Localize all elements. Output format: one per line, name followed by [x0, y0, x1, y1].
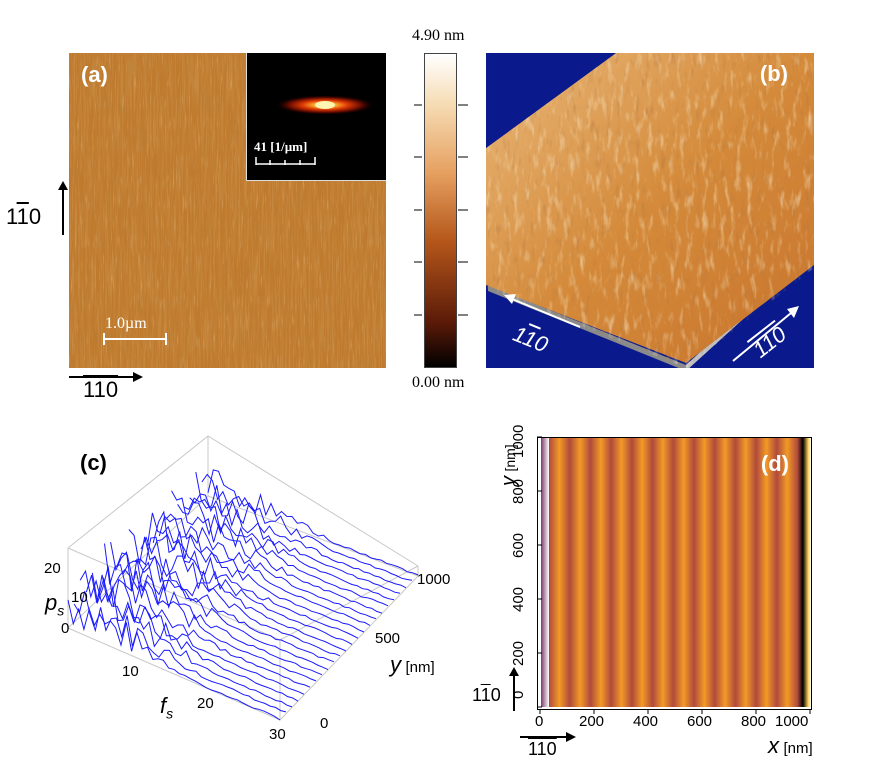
- d-y-axis-label: y [nm]: [498, 444, 521, 486]
- p-tick-20: 20: [44, 560, 61, 577]
- axis-vertical-label-a: 110: [6, 204, 42, 229]
- d-y-tick-200: 200: [510, 640, 527, 666]
- axis-horizontal-label-a: 110: [83, 377, 119, 402]
- d-x-tick-400: 400: [633, 713, 659, 730]
- spectrum-line: [183, 497, 395, 601]
- panel-c: (c) ps 20 10 0 10 20 30 fs 1000 500 0 y …: [40, 430, 460, 760]
- panel-d-plot: (d): [537, 437, 812, 710]
- f-tick-10: 10: [122, 663, 139, 680]
- panel-b: (b) 110 110 110: [486, 53, 814, 368]
- arrow-right-icon: [69, 372, 143, 382]
- d-y-tick-600: 600: [510, 532, 527, 558]
- inset-scale-bar: [255, 157, 316, 165]
- colorbar-ticks: [414, 104, 468, 316]
- p-tick-0: 0: [61, 620, 70, 637]
- panel-a: 41 [1/µm] (a) 1.0µm: [69, 53, 386, 368]
- spectrum-line: [171, 490, 383, 614]
- fft-inset: 41 [1/µm]: [246, 53, 386, 181]
- panel-d-label: (d): [760, 451, 789, 476]
- p-axis-main: p: [45, 590, 58, 615]
- arrow-up-icon: [509, 667, 519, 711]
- d-x-tick-200: 200: [579, 713, 605, 730]
- p-axis-sub: s: [57, 602, 65, 619]
- spectrum-line: [158, 515, 371, 626]
- spectrum-line: [177, 502, 389, 607]
- y-axis-unit-c: [nm]: [405, 659, 435, 676]
- scale-bar-label: 1.0µm: [105, 315, 147, 332]
- colorbar-max-label: 4.90 nm: [412, 27, 465, 44]
- d-y-tick-400: 400: [510, 586, 527, 612]
- d-y-axis-main: y: [498, 476, 520, 486]
- f-axis-label: fs: [160, 693, 173, 721]
- waterfall-series: [67, 469, 419, 721]
- arrow-up-icon: [58, 181, 68, 235]
- arrow-right-icon: [520, 732, 576, 742]
- f-axis-main: f: [160, 693, 167, 718]
- bar-digit: 1: [16, 204, 29, 229]
- spectrum-line: [152, 510, 365, 633]
- spectrum-line: [134, 536, 347, 652]
- waterfall-plot: [67, 435, 419, 721]
- inset-scale-label: 41 [1/µm]: [254, 139, 308, 154]
- bar-digit: 1: [480, 685, 491, 705]
- d-x-tick-1000: 1000: [775, 713, 809, 730]
- spectrum-line: [104, 543, 317, 682]
- scale-bar: [103, 333, 167, 345]
- spectrum-line: [73, 591, 287, 713]
- spectrum-line: [189, 493, 401, 594]
- panel-c-label: (c): [80, 450, 107, 475]
- y-tick-500: 500: [375, 630, 401, 647]
- colorbar: [424, 53, 457, 368]
- arrow-diagonal-right-icon: [732, 306, 799, 362]
- spectrum-line: [67, 599, 281, 721]
- p-tick-10: 10: [71, 589, 88, 606]
- f-axis-sub: s: [166, 705, 174, 722]
- spectrum-line: [91, 566, 305, 695]
- plot-box: [67, 435, 419, 721]
- spectrum-line: [146, 512, 359, 639]
- f-tick-20: 20: [197, 695, 214, 712]
- panel-b-label: (b): [759, 61, 788, 86]
- stripe-heatmap: [541, 438, 811, 707]
- panel-a-label: (a): [81, 62, 108, 87]
- f-tick-30: 30: [269, 726, 286, 743]
- spectrum-line: [165, 513, 377, 620]
- axis-vertical-label-d: 110: [472, 685, 501, 705]
- d-x-tick-800: 800: [741, 713, 767, 730]
- y-axis-main-c: y: [390, 652, 401, 677]
- spectrum-line: [110, 542, 323, 676]
- d-x-tick-0: 0: [535, 713, 544, 730]
- spectrum-line: [128, 529, 341, 657]
- arrow-diagonal-left-icon: [504, 294, 581, 328]
- y-tick-0: 0: [320, 715, 329, 732]
- spectrum-line: [116, 552, 329, 671]
- panel-d-axes: [537, 436, 811, 714]
- colorbar-min-label: 0.00 nm: [412, 374, 465, 391]
- d-x-tick-600: 600: [687, 713, 713, 730]
- d-x-axis-main: x: [768, 733, 779, 758]
- p-axis-label: ps: [45, 590, 64, 618]
- spectrum-line: [97, 568, 311, 688]
- y-tick-1000: 1000: [417, 571, 451, 588]
- d-x-axis-label: x [nm]: [768, 733, 813, 759]
- surface-3d-render: [486, 53, 814, 368]
- d-x-axis-unit: [nm]: [783, 740, 813, 757]
- axis-horizontal-label-d: 110: [528, 739, 557, 759]
- spectrum-line: [85, 574, 299, 702]
- spectrum-line: [207, 469, 419, 576]
- spectrum-line: [201, 473, 413, 581]
- fft-spot: [275, 95, 375, 115]
- spectrum-line: [195, 471, 407, 589]
- d-y-axis-unit: [nm]: [502, 444, 518, 472]
- y-axis-label-c: y [nm]: [390, 652, 435, 678]
- spectrum-line: [122, 555, 335, 663]
